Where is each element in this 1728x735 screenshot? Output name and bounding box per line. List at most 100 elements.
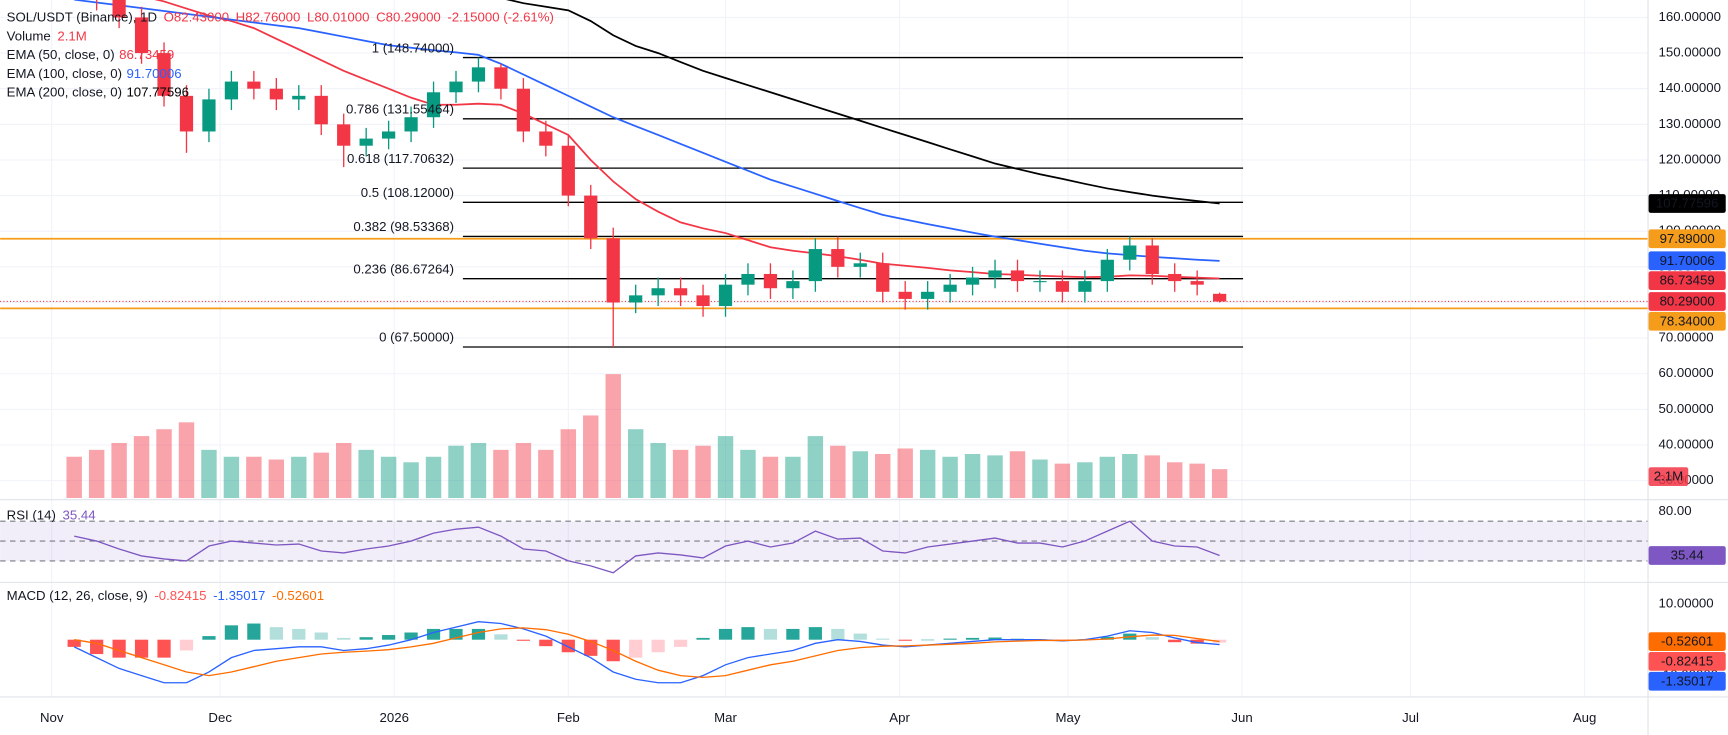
x-tick-label: Feb: [557, 710, 580, 725]
legend-volume: Volume 2.1M: [7, 28, 87, 43]
macd-line: [73, 621, 1220, 684]
candle-body: [921, 291, 935, 299]
macd-histogram-bar: [269, 627, 283, 640]
fib-label: 0.618 (117.70632): [347, 151, 454, 166]
volume-bar: [1189, 463, 1205, 499]
macd-histogram-bar: [90, 639, 104, 655]
macd-histogram-bar: [202, 636, 216, 640]
volume-bar: [1054, 463, 1071, 499]
ema-name: EMA (50, close, 0): [7, 47, 115, 62]
fib-label: 0.236 (86.67264): [353, 261, 454, 276]
macd-histogram-bar: [1100, 636, 1114, 640]
ema-value: 91.70006: [126, 65, 181, 80]
x-tick-label: May: [1056, 710, 1081, 725]
volume-bar: [852, 451, 868, 499]
macd-histogram-bar: [988, 637, 1002, 640]
volume-bar: [223, 456, 240, 499]
close: C80.29000: [376, 9, 441, 24]
volume-bar: [201, 449, 217, 499]
candle-body: [292, 95, 306, 100]
volume-bar: [762, 456, 779, 499]
macd-histogram-bar: [673, 639, 688, 647]
candle-body: [134, 17, 149, 54]
change: -2.15000 (-2.61%): [447, 9, 554, 24]
low: L80.01000: [307, 9, 370, 24]
volume-bar: [246, 456, 262, 499]
ema-badge: [1648, 251, 1726, 271]
macd-histogram-bar: [831, 628, 845, 640]
candle-body: [1213, 293, 1227, 302]
macd-name: MACD (12, 26, close, 9): [7, 588, 148, 603]
volume-bar: [1077, 462, 1093, 499]
fib-label: 0.5 (108.12000): [361, 185, 454, 200]
candle-body: [673, 288, 688, 296]
y-tick-label: 60.00000: [1659, 365, 1714, 380]
volume-bar: [740, 449, 756, 499]
x-tick-label: 2026: [380, 710, 409, 725]
volume-bar: [380, 456, 397, 499]
ema-line: [74, 0, 1220, 262]
legend: SOL/USDT (Binance), 1D O82.43000 H82.76000…: [7, 9, 554, 603]
candle-body: [606, 238, 620, 303]
macd-badge-label: -1.35017: [1661, 673, 1713, 688]
macd-histogram-bar: [247, 623, 261, 640]
volume-bar: [425, 456, 442, 499]
macd-histogram-bar: [808, 627, 822, 640]
macd-histogram-bar: [494, 634, 508, 640]
ema-badge: [1648, 194, 1726, 213]
y-tick-label: 160.00000: [1659, 9, 1722, 24]
macd-histogram-bar: [584, 639, 598, 656]
candle-body: [1190, 281, 1204, 285]
volume-bar: [627, 429, 644, 499]
candle-body: [516, 88, 530, 132]
volume-bar: [897, 448, 913, 499]
candle-body: [965, 277, 980, 285]
line-badge-label: 78.34000: [1660, 313, 1715, 328]
macd-badge: [1648, 652, 1726, 671]
rsi-name: RSI (14): [7, 507, 56, 522]
candle-body: [202, 99, 216, 132]
volume-bar: [919, 449, 936, 499]
last-price-badge: [1648, 292, 1726, 311]
macd-histogram-bar: [696, 637, 710, 640]
open: O82.43000: [164, 9, 229, 24]
rsi-badge: [1648, 546, 1726, 565]
rsi-pane: [0, 520, 1648, 574]
x-tick-label: Dec: [208, 710, 232, 725]
fib-label: 1 (148.74000): [372, 40, 454, 55]
volume-bar: [605, 374, 621, 499]
x-tick-label: Mar: [714, 710, 737, 725]
volume-bar: [133, 436, 150, 499]
volume-bar: [1099, 456, 1116, 499]
x-tick-label: Aug: [1573, 710, 1597, 725]
candle-body: [404, 117, 418, 132]
volume-bar: [111, 442, 127, 499]
y-tick-label: 80.00: [1659, 503, 1692, 518]
volume-bar: [1211, 469, 1228, 499]
x-tick-label: Nov: [40, 710, 64, 725]
volume-bar: [695, 445, 711, 499]
macd-histogram-bar: [382, 635, 396, 640]
volume-bar: [807, 436, 824, 499]
line-badge-label: 97.89000: [1660, 231, 1715, 246]
macd-histogram-bar: [741, 627, 755, 640]
volume-bar: [1032, 459, 1048, 499]
volume-value: 2.1M: [57, 28, 86, 43]
symbol: SOL/USDT (Binance), 1D: [7, 9, 157, 24]
macd-histogram-bar: [314, 632, 328, 640]
volume-name: Volume: [7, 28, 51, 43]
macd-histogram-bar: [516, 639, 530, 641]
macd-histogram-bar: [898, 639, 912, 641]
volume-bar: [717, 436, 734, 499]
candle-body: [876, 263, 890, 292]
candle-body: [1145, 245, 1159, 274]
volume-badge: [1648, 467, 1689, 486]
y-tick-label: 140.00000: [1659, 80, 1722, 95]
macd-histogram-bar: [943, 638, 957, 640]
macd-value: -1.35017: [213, 588, 265, 603]
y-tick-label: 10.00000: [1659, 595, 1714, 610]
macd-histogram-bar: [786, 628, 800, 640]
volume-bar: [1144, 455, 1160, 499]
x-tick-label: Apr: [889, 710, 910, 725]
